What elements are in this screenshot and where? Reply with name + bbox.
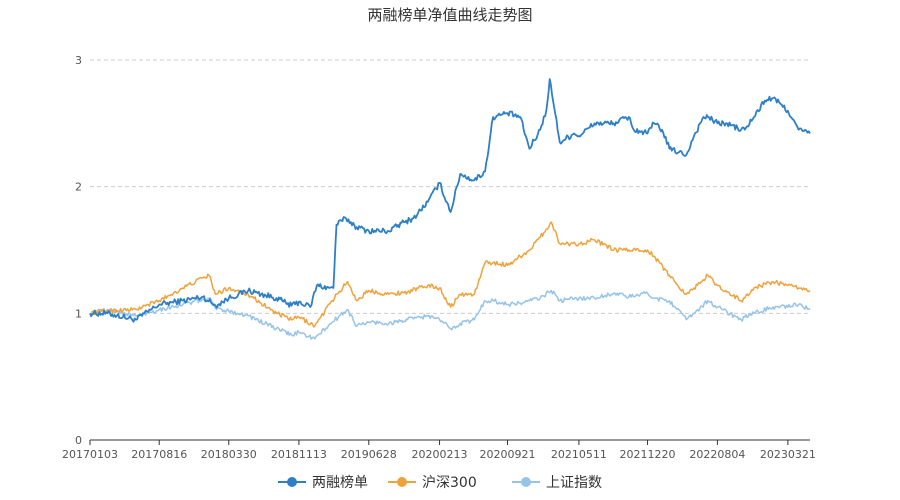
legend-label: 两融榜单 [312,474,368,491]
legend-item-1[interactable]: 沪深300 [388,475,477,491]
series-line-1 [89,221,811,328]
x-tick-label: 20180330 [201,448,257,461]
x-axis: 20170103 20170816 20180330 20181113 20190628… [62,439,816,461]
y-tick-label: 3 [75,54,82,67]
y-tick-label: 1 [75,307,82,320]
chart-title: 两融榜单净值曲线走势图 [367,6,532,24]
x-tick-label: 20211220 [620,448,676,461]
x-tick-label: 20190628 [341,448,397,461]
legend-label: 沪深300 [422,475,477,491]
legend[interactable]: 两融榜单 沪深300 上证指数 [278,474,602,491]
legend-item-0[interactable]: 两融榜单 [278,474,368,491]
x-tick-label: 20170816 [131,448,187,461]
legend-label: 上证指数 [546,475,602,491]
y-tick-label: 2 [75,181,82,194]
x-tick-label: 20220804 [689,448,745,461]
legend-marker [287,477,297,487]
y-tick-label: 0 [75,434,82,447]
x-tick-label: 20230321 [760,448,816,461]
y-axis: 0 1 2 3 [75,54,82,447]
series-line-0 [89,78,811,323]
grid-lines [90,59,810,441]
x-tick-label: 20181113 [271,448,327,461]
legend-marker [397,477,407,487]
legend-item-2[interactable]: 上证指数 [512,475,602,491]
legend-marker [521,477,531,487]
x-tick-label: 20210511 [551,448,607,461]
series-line-2 [89,289,811,340]
x-tick-label: 20200213 [412,448,468,461]
x-tick-label: 20200921 [480,448,536,461]
series-group [89,78,811,340]
x-tick-label: 20170103 [62,448,118,461]
